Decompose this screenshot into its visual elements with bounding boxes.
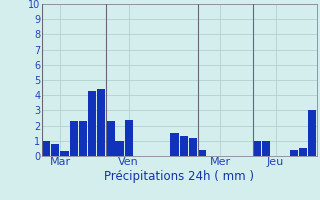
Bar [180,136,188,156]
Bar [42,141,50,156]
Bar [171,133,179,156]
Bar [106,121,115,156]
Bar [308,110,316,156]
Bar [253,141,261,156]
Bar [88,91,96,156]
Bar [290,150,298,156]
Bar [189,138,197,156]
Bar [69,121,78,156]
Bar [299,148,307,156]
Bar [97,89,105,156]
Bar [124,120,133,156]
Bar [51,144,60,156]
Bar [198,150,206,156]
Bar [79,121,87,156]
Bar [262,141,270,156]
Bar [116,141,124,156]
Bar [60,151,69,156]
X-axis label: Précipitations 24h ( mm ): Précipitations 24h ( mm ) [104,170,254,183]
